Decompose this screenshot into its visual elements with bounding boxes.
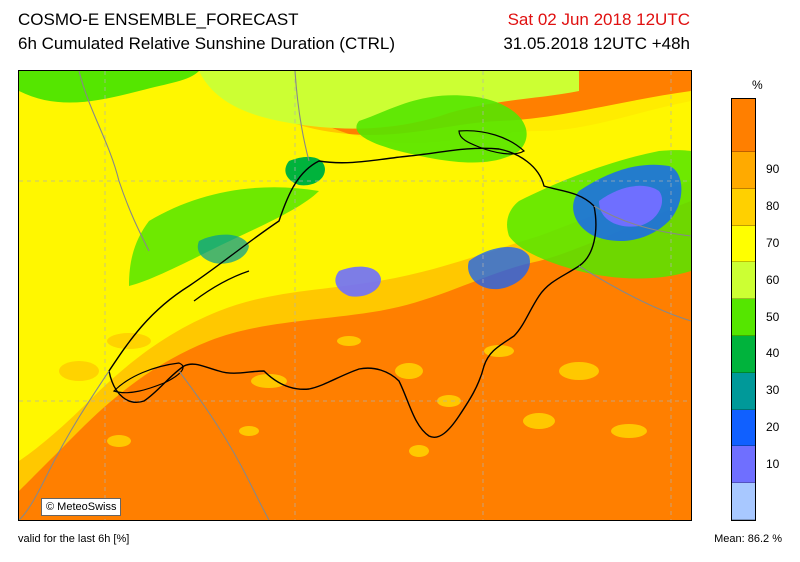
map-canvas	[19, 71, 691, 520]
speckles	[59, 333, 647, 457]
lake-geneva	[112, 362, 184, 394]
colorbar-label: 80	[766, 199, 780, 214]
credit-label: © MeteoSwiss	[41, 498, 122, 516]
colorbar-label: 10	[766, 456, 780, 471]
lat-lon-grid	[19, 71, 691, 520]
colorbar-label: 70	[766, 236, 780, 250]
colorbar-bin	[732, 188, 755, 226]
colorbar-bin	[732, 225, 755, 263]
colorbar-bin	[732, 99, 755, 152]
colorbar-label: 20	[766, 420, 780, 434]
colorbar-bin	[732, 262, 755, 300]
colorbar-label: 50	[766, 309, 780, 324]
colorbar-bin	[732, 483, 755, 520]
map-title: COSMO-E ENSEMBLE_FORECAST	[18, 10, 299, 29]
violet-central-region	[335, 266, 381, 297]
colorbar-unit: %	[752, 78, 763, 92]
colorbar	[731, 98, 756, 521]
lightyellow-region	[19, 71, 691, 461]
swiss-border	[108, 147, 597, 438]
country-borders	[19, 71, 691, 520]
validity-note: valid for the last 6h [%]	[18, 533, 130, 545]
blue-central-region	[468, 246, 530, 290]
green-nw-region	[19, 71, 199, 103]
map-subtitle: 6h Cumulated Relative Sunshine Duration …	[18, 34, 396, 53]
lake-constance	[458, 130, 525, 155]
colorbar-bin	[732, 336, 755, 373]
colorbar-label: 30	[766, 383, 780, 398]
valid-time: Sat 02 Jun 2018 12UTC	[507, 10, 690, 29]
colorbar-bin	[732, 409, 755, 447]
run-info: 31.05.2018 12UTC +48h	[503, 34, 690, 53]
colorbar-label: 60	[766, 272, 780, 287]
colorbar-label: 40	[766, 346, 780, 361]
teal-jura-region	[197, 234, 249, 264]
forecast-map[interactable]: © MeteoSwiss	[18, 70, 692, 521]
lake-neuchatel	[193, 270, 250, 302]
mean-value: Mean: 86.2 %	[714, 533, 782, 545]
colorbar-bin	[732, 299, 755, 336]
colorbar-bin	[732, 372, 755, 410]
colorbar-bin	[732, 152, 755, 189]
green-lake-region	[356, 95, 527, 163]
colorbar-bin	[732, 446, 755, 484]
colorbar-label: 90	[766, 162, 780, 177]
